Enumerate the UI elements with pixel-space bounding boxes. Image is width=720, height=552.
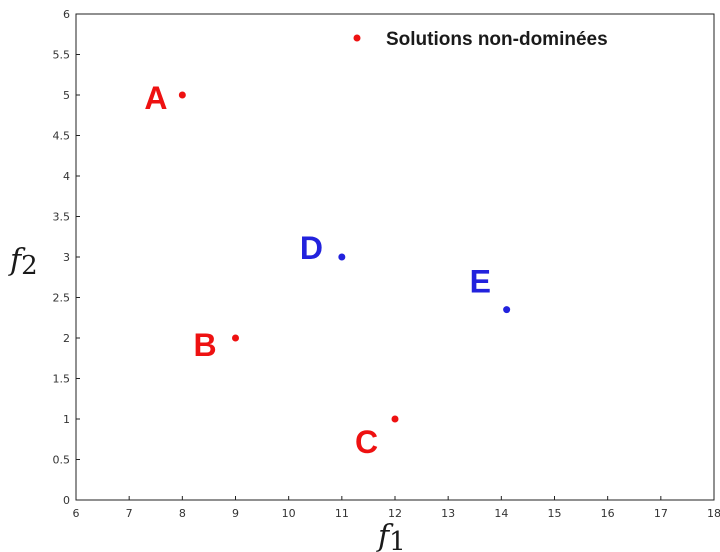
x-tick-label: 11 [335, 507, 349, 520]
x-tick-label: 16 [601, 507, 615, 520]
x-axis-label: f1 [376, 519, 406, 552]
y-tick-label: 6 [63, 8, 70, 21]
x-tick-label: 6 [73, 507, 80, 520]
x-tick-label: 8 [179, 507, 186, 520]
y-tick-label: 2 [63, 332, 70, 345]
plot-frame [75, 13, 715, 501]
y-tick-label: 3.5 [53, 211, 71, 224]
point-label-b: B [194, 327, 217, 363]
x-tick-label: 17 [654, 507, 668, 520]
data-points [178, 91, 511, 423]
y-tick-label: 5.5 [53, 49, 71, 62]
x-tick-label: 15 [548, 507, 562, 520]
data-point-a [178, 91, 186, 99]
data-point-c [391, 415, 399, 423]
y-tick-label: 4.5 [53, 130, 71, 143]
y-tick-label: 2.5 [53, 292, 71, 305]
y-axis-label: f2 [8, 243, 38, 281]
y-tick-label: 3 [63, 251, 70, 264]
y-tick-label: 5 [63, 89, 70, 102]
data-point-d [338, 253, 346, 261]
y-tick-label: 4 [63, 170, 70, 183]
point-label-c: C [355, 424, 378, 460]
point-label-a: A [144, 80, 167, 116]
y-tick-label: 0.5 [53, 454, 71, 467]
x-tick-label: 14 [494, 507, 508, 520]
y-axis-ticks: 0 0.5 1 1.5 2 2.5 3 3.5 4 4.5 5 5.5 6 [53, 8, 80, 507]
legend-marker [353, 34, 361, 42]
y-tick-label: 1 [63, 413, 70, 426]
x-tick-label: 18 [707, 507, 720, 520]
x-tick-label: 12 [388, 507, 402, 520]
point-label-d: D [300, 230, 323, 266]
y-tick-label: 1.5 [53, 373, 71, 386]
point-label-e: E [470, 264, 491, 300]
x-tick-label: 13 [441, 507, 455, 520]
legend: Solutions non-dominées [353, 29, 608, 50]
x-axis-ticks: 6 7 8 9 10 11 12 13 14 15 16 17 18 [73, 496, 720, 520]
x-tick-label: 9 [232, 507, 239, 520]
data-labels: A B C D E [144, 80, 491, 460]
x-tick-label: 10 [282, 507, 296, 520]
data-point-b [232, 334, 239, 342]
data-point-e [503, 306, 511, 314]
legend-label: Solutions non-dominées [386, 29, 608, 50]
y-tick-label: 0 [63, 494, 70, 507]
x-tick-label: 7 [126, 507, 133, 520]
